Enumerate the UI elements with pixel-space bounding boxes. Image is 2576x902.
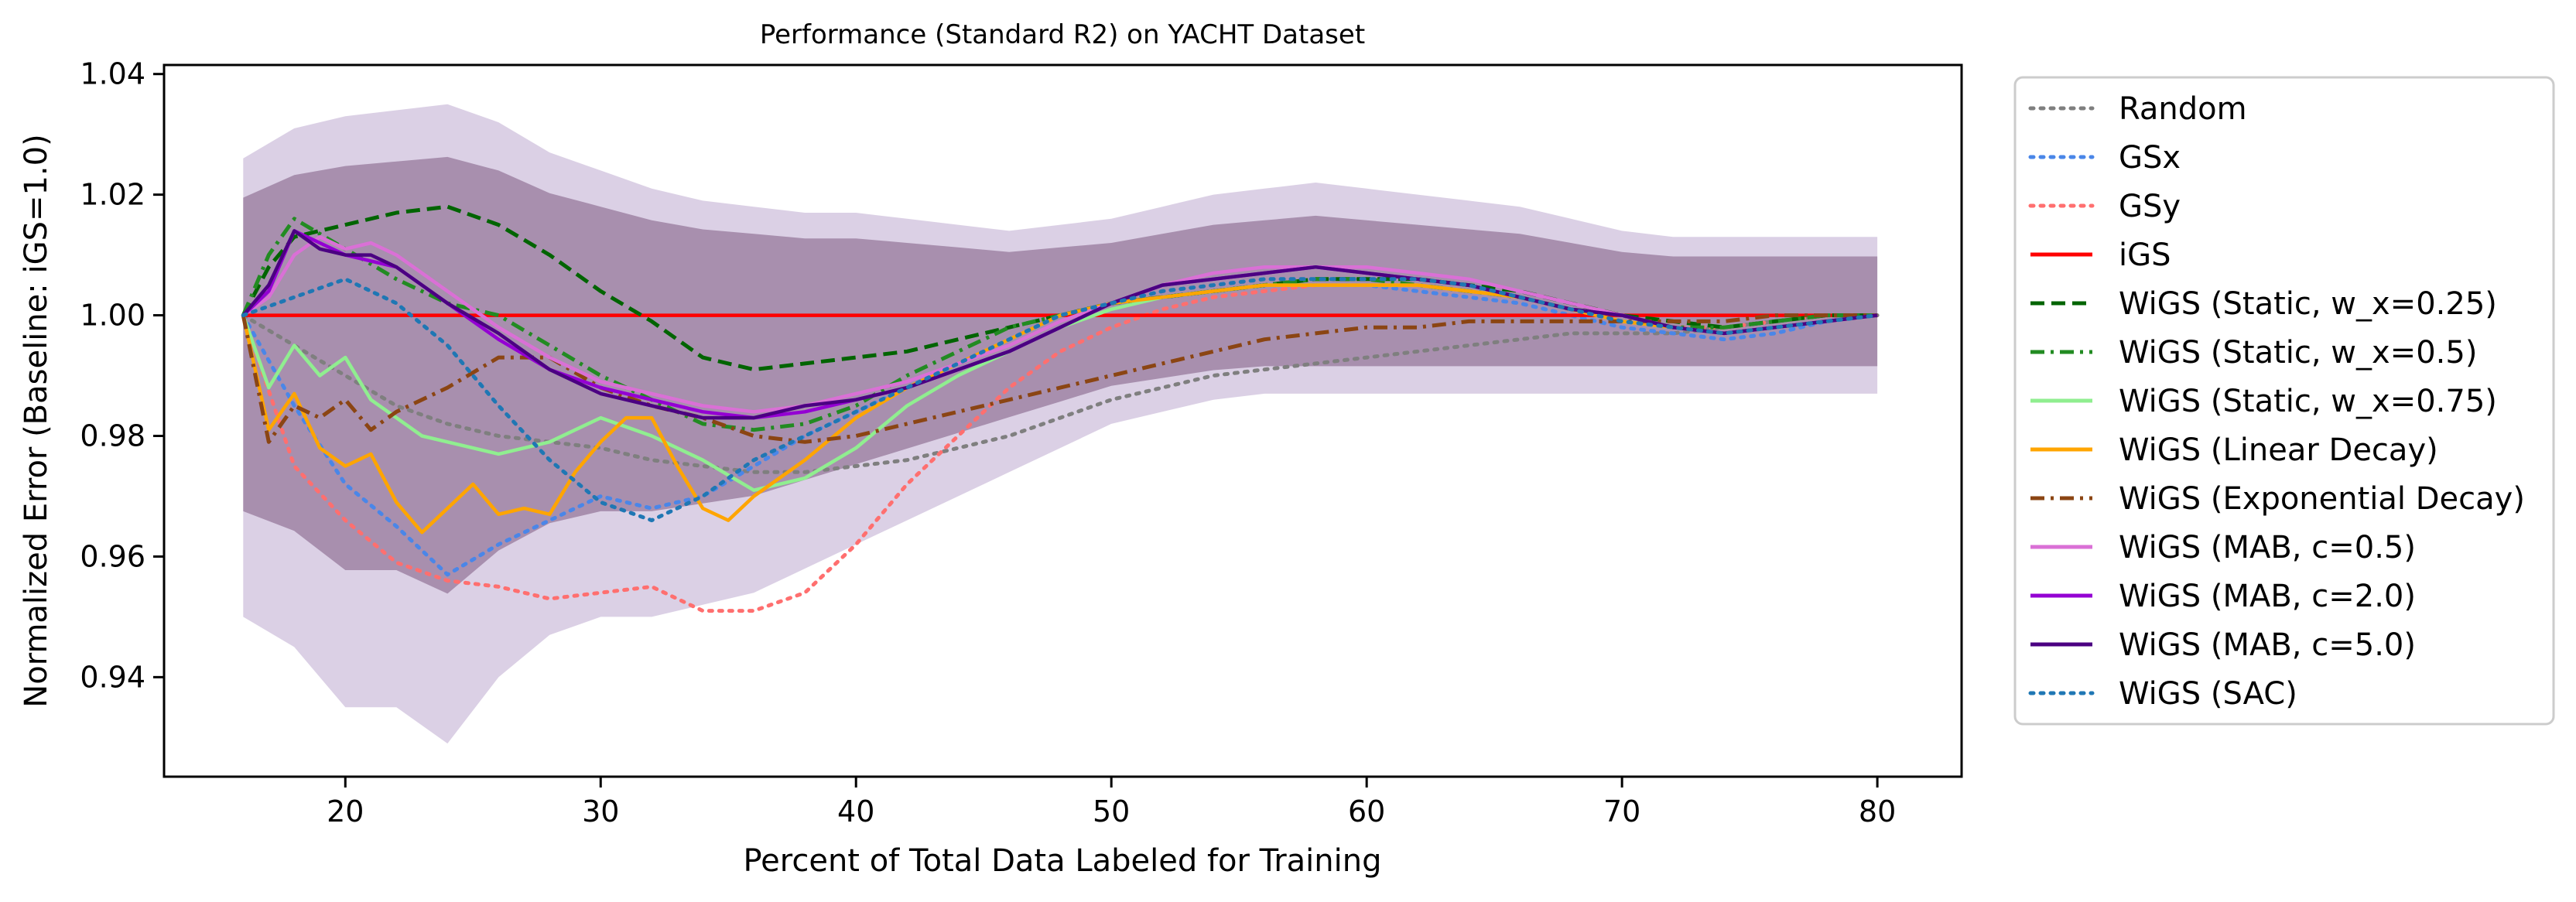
legend-label: WiGS (Static, w_x=0.5) <box>2119 335 2477 371</box>
legend-label: GSy <box>2119 189 2181 224</box>
x-tick-label: 30 <box>582 794 619 829</box>
series-line-0 <box>241 313 1880 474</box>
legend-label: Random <box>2119 91 2247 127</box>
legend-label: WiGS (Static, w_x=0.75) <box>2119 384 2497 419</box>
x-tick-label: 40 <box>837 794 874 829</box>
legend-frame <box>2013 76 2555 726</box>
legend-label: WiGS (MAB, c=5.0) <box>2119 627 2416 663</box>
x-tick-label: 70 <box>1603 794 1640 829</box>
y-tick-label: 1.02 <box>80 178 145 212</box>
series-line-12 <box>241 277 1880 523</box>
y-tick-label: 0.94 <box>80 660 145 694</box>
x-tick-label: 50 <box>1093 794 1130 829</box>
x-tick-label: 60 <box>1348 794 1385 829</box>
series-line-1 <box>241 283 1880 577</box>
legend-label: WiGS (Static, w_x=0.25) <box>2119 286 2497 322</box>
legend-label: iGS <box>2119 237 2171 273</box>
x-tick-label: 20 <box>327 794 364 829</box>
chart-title: Performance (Standard R2) on YACHT Datas… <box>760 19 1365 50</box>
legend-label: WiGS (SAC) <box>2119 676 2297 712</box>
y-tick-label: 0.98 <box>80 419 145 453</box>
x-tick-label: 80 <box>1859 794 1896 829</box>
legend-label: WiGS (Linear Decay) <box>2119 432 2438 468</box>
plot-area <box>241 104 1880 744</box>
legend-label: WiGS (MAB, c=0.5) <box>2119 530 2416 565</box>
legend-label: WiGS (Exponential Decay) <box>2119 481 2525 517</box>
series-line-8 <box>241 313 1878 444</box>
y-tick-label: 0.96 <box>80 539 145 573</box>
series-line-9 <box>241 234 1878 414</box>
plot-frame <box>162 63 1963 778</box>
uncertainty-band-core <box>243 156 1878 594</box>
x-axis: 20 30 40 50 60 70 80 <box>327 777 1896 829</box>
y-axis: 0.94 0.96 0.98 1.00 1.02 1.04 <box>80 57 164 694</box>
x-axis-title: Percent of Total Data Labeled for Traini… <box>743 843 1381 879</box>
legend-label: GSx <box>2119 140 2181 176</box>
y-axis-title: Normalized Error (Baseline: iGS=1.0) <box>19 134 54 707</box>
y-tick-label: 1.04 <box>80 57 145 91</box>
y-tick-label: 1.00 <box>80 299 145 333</box>
legend: Random GSx GSy iGS WiGS (Static, w_x=0.25) Wi… <box>2013 76 2555 726</box>
legend-label: WiGS (MAB, c=2.0) <box>2119 579 2416 614</box>
